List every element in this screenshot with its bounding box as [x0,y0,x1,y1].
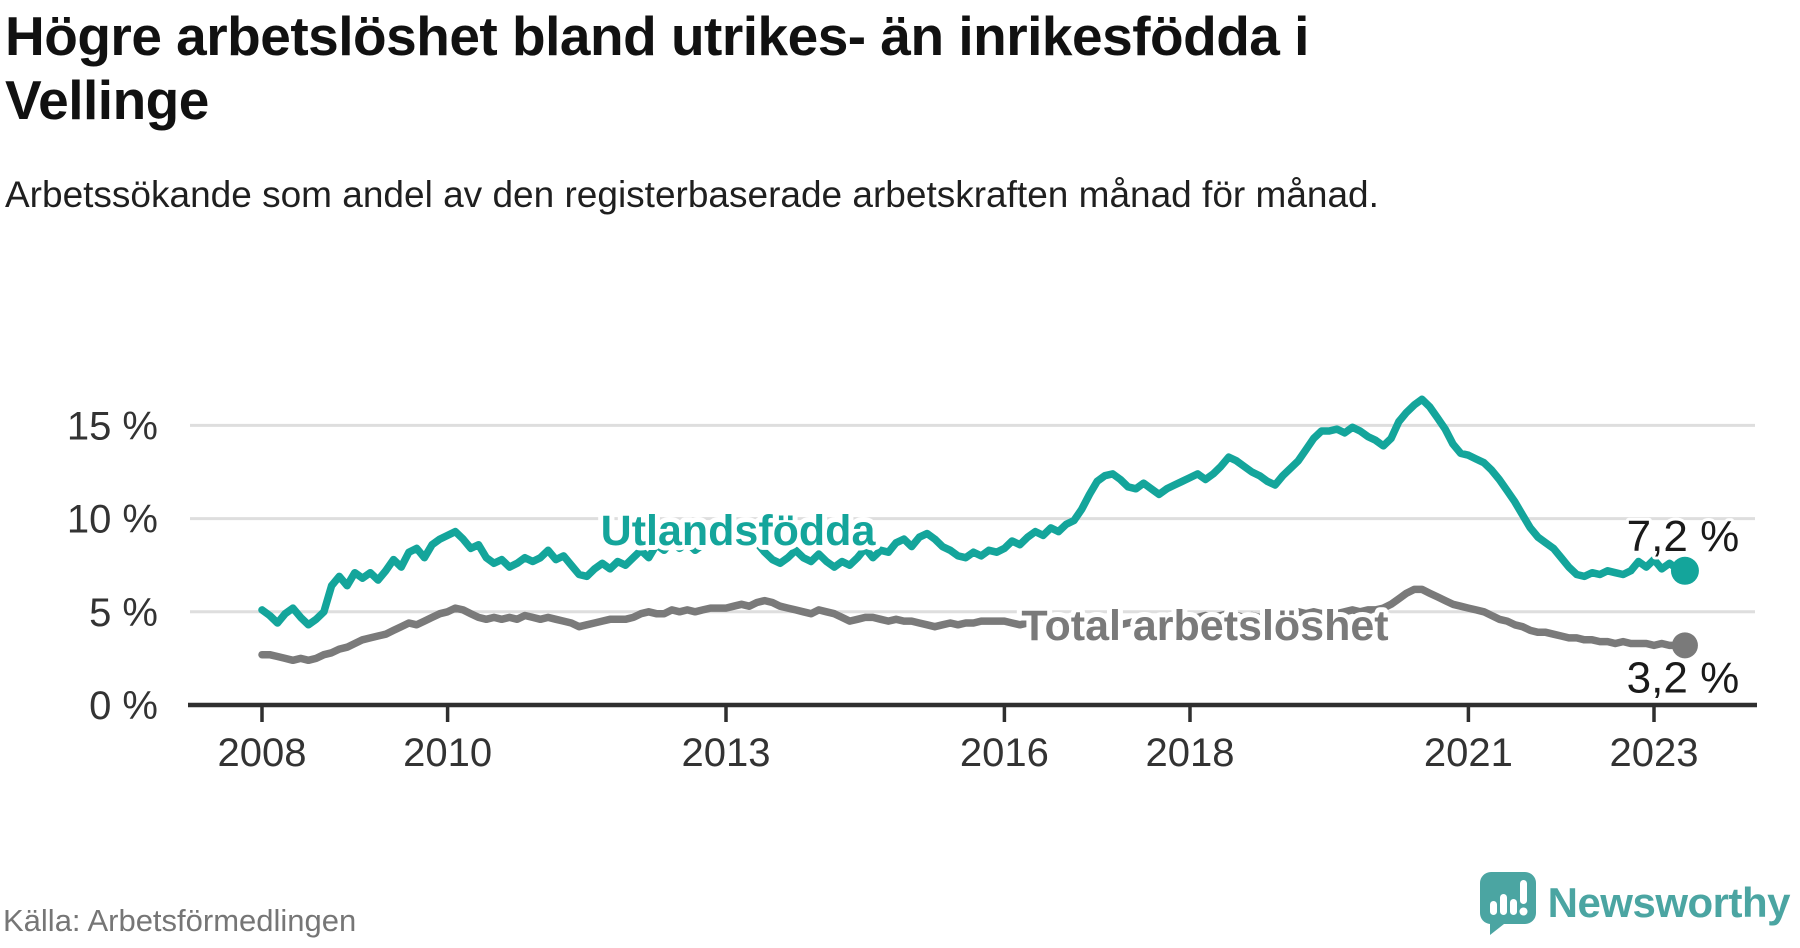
newsworthy-wordmark: Newsworthy [1547,879,1791,926]
end-value-label-total: 3,2 % [1627,653,1740,702]
series-end-dot-total [1671,632,1698,659]
series-line-utlandsfodda [258,395,1689,629]
series-label-total: Total arbetslöshet [1021,602,1388,650]
y-axis-label: 15 % [67,404,158,448]
series-label-utlandsfodda: Utlandsfödda [601,507,877,555]
x-axis-tick-label: 2013 [682,731,771,775]
y-axis-label: 0 % [89,684,158,728]
newsworthy-logo: Newsworthy [1478,870,1791,936]
newsworthy-logo-icon [1479,872,1536,935]
x-axis-tick-label: 2010 [403,731,492,775]
y-axis-label: 10 % [67,498,158,542]
x-axis-tick-label: 2021 [1424,731,1513,775]
series-line-total [258,585,1689,665]
chart-subtitle: Arbetssökande som andel av den registerb… [5,174,1379,215]
x-axis-tick-label: 2023 [1610,731,1699,775]
series-end-dot-utlandsfodda [1670,556,1699,585]
x-axis-tick-label: 2018 [1146,731,1235,775]
end-value-label-utlandsfodda: 7,2 % [1627,512,1740,561]
chart-title: Högre arbetslöshet bland utrikes- än inr… [5,5,1309,132]
x-axis-tick-label: 2016 [960,731,1049,775]
source-note: Källa: Arbetsförmedlingen [3,903,357,938]
y-axis-label: 5 % [89,591,158,635]
x-axis-tick-label: 2008 [218,731,307,775]
